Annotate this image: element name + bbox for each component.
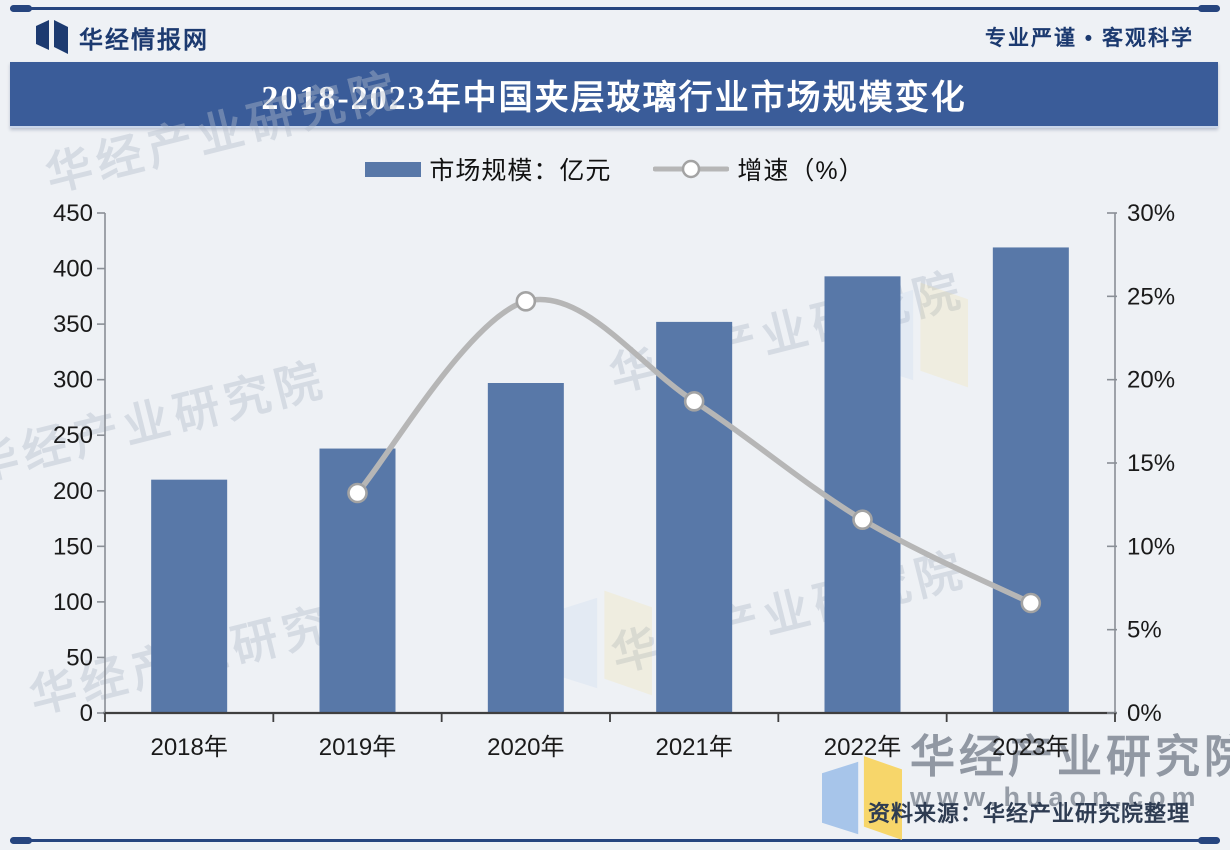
legend: 市场规模：亿元 增速（%）: [0, 150, 1230, 188]
left-tick-label: 250: [53, 422, 93, 449]
line-swatch: [653, 159, 730, 179]
x-tick-label: 2018年: [150, 734, 227, 761]
legend-line-label: 增速（%）: [737, 157, 865, 185]
chart-title: 2018-2023年中国夹层玻璃行业市场规模变化: [261, 79, 967, 117]
left-tick-label: 100: [53, 589, 93, 616]
marker-2019年: [347, 482, 368, 504]
top-divider: [10, 5, 1220, 12]
marker-2021年: [683, 391, 705, 412]
source-note: 资料来源：华经产业研究院整理: [867, 801, 1190, 826]
left-tick-label: 400: [53, 256, 93, 283]
brand-watermark: 华经产业研究院 www.huaon.com: [822, 732, 1230, 840]
right-tick-label: 10%: [1127, 533, 1175, 560]
huajing-logo-icon: [36, 20, 68, 54]
legend-item-bar: 市场规模：亿元: [365, 151, 611, 187]
brand-watermark-text: 华经产业研究院 www.huaon.com: [910, 731, 1230, 813]
huaon-logo-icon: [822, 756, 902, 840]
brand-name: 华经情报网: [79, 26, 209, 54]
right-tick-label: 5%: [1127, 617, 1162, 644]
x-tick-label: 2023年: [992, 734, 1069, 761]
bar-2023年: [992, 247, 1069, 713]
brand-watermark-name: 华经产业研究院: [910, 731, 1230, 782]
title-banner: 2018-2023年中国夹层玻璃行业市场规模变化: [10, 62, 1218, 128]
left-tick-label: 350: [53, 311, 93, 338]
left-tick-label: 0: [80, 700, 93, 727]
left-tick-label: 200: [53, 478, 93, 505]
x-tick-label: 2020年: [487, 734, 564, 761]
bar-2020年: [487, 383, 564, 713]
bar-swatch: [365, 161, 422, 177]
header-slogan: 专业严谨 • 客观科学: [984, 27, 1194, 50]
bottom-divider: [10, 837, 1220, 844]
right-tick-label: 25%: [1127, 283, 1175, 310]
legend-bar-label: 市场规模：亿元: [429, 157, 612, 185]
brand-watermark-url: www.huaon.com: [910, 782, 1202, 812]
marker-2023年: [1020, 592, 1042, 614]
right-tick-label: 20%: [1127, 367, 1175, 394]
left-tick-label: 300: [53, 367, 93, 394]
right-tick-label: 15%: [1127, 450, 1175, 477]
right-tick-label: 30%: [1127, 200, 1175, 227]
left-tick-label: 150: [53, 533, 93, 560]
right-tick-label: 0%: [1127, 700, 1162, 727]
brand: 华经情报网: [36, 19, 209, 55]
x-tick-label: 2021年: [655, 734, 732, 761]
bar-2018年: [151, 479, 228, 713]
header: 华经情报网 专业严谨 • 客观科学: [36, 16, 1194, 58]
x-tick-label: 2019年: [319, 734, 396, 761]
bar-2022年: [824, 276, 901, 713]
bar-2021年: [656, 321, 733, 713]
x-tick-label: 2022年: [824, 734, 901, 761]
left-tick-label: 50: [66, 644, 93, 671]
marker-2020年: [515, 291, 537, 312]
left-tick-label: 450: [53, 200, 93, 227]
marker-2022年: [852, 509, 873, 530]
legend-item-line: 增速（%）: [653, 151, 864, 187]
